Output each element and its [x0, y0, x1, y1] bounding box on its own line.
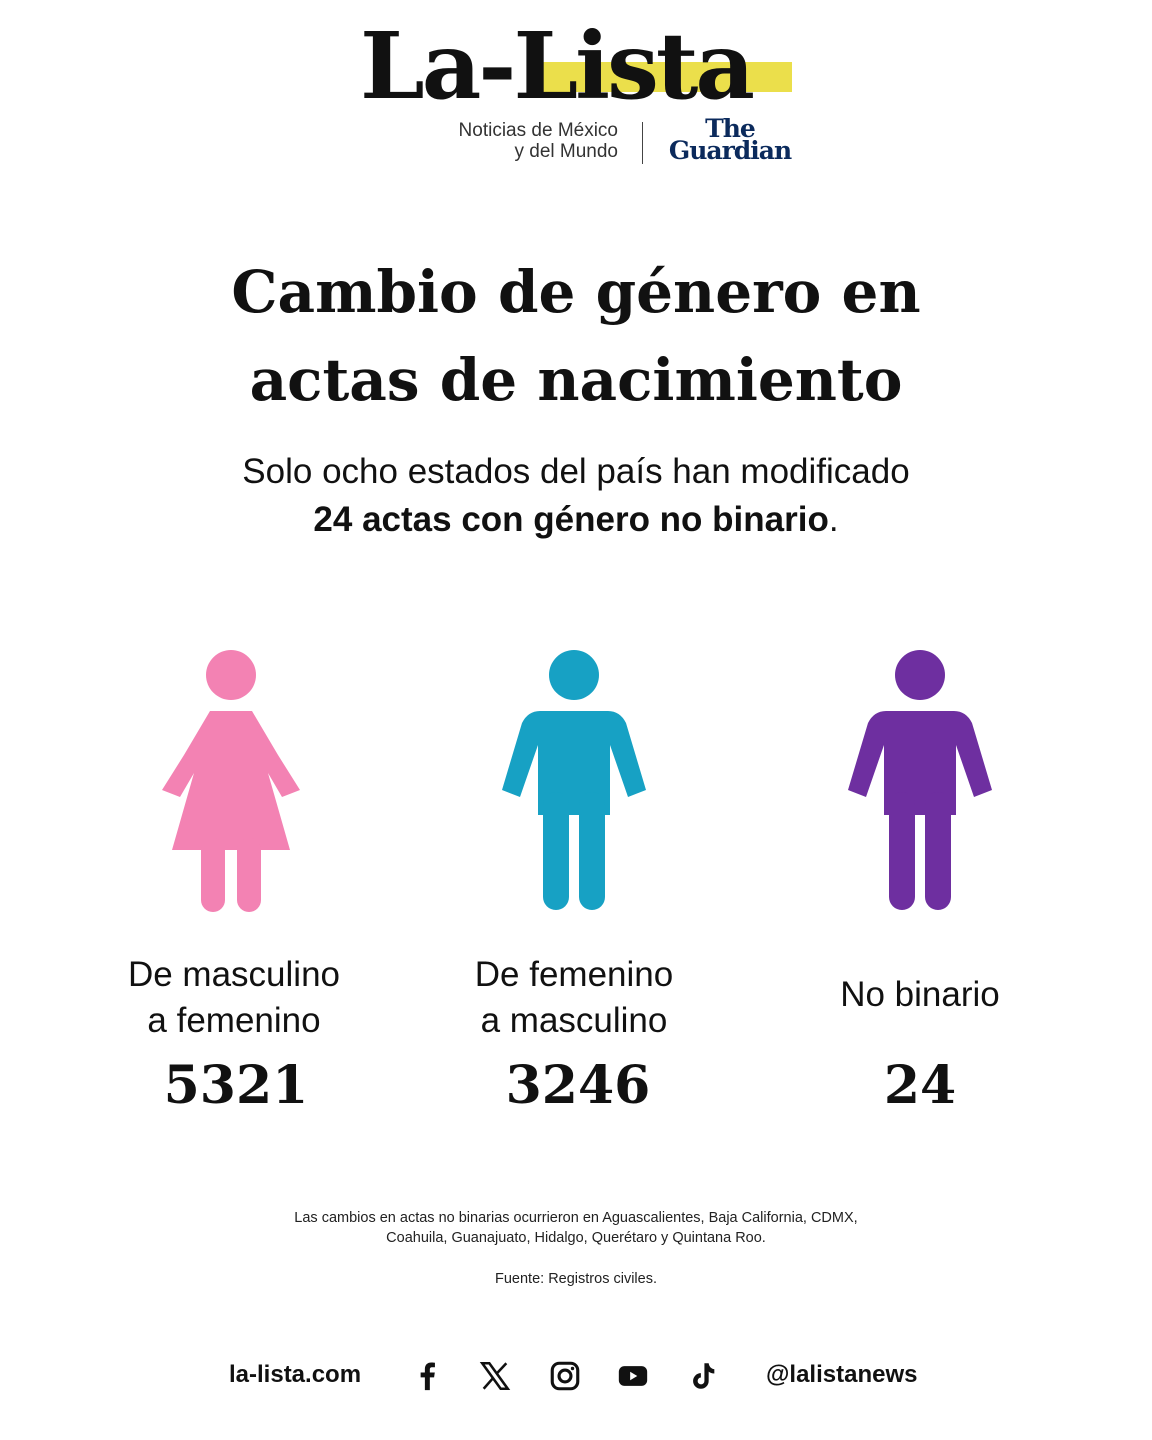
divider — [642, 122, 643, 164]
title-line2: actas de nacimiento — [249, 346, 903, 414]
subtitle-line2: 24 actas con género no binario. — [0, 496, 1152, 544]
title-line1: Cambio de género en — [231, 258, 921, 326]
instagram-icon[interactable] — [548, 1359, 582, 1393]
subtitle-bold: 24 actas con género no binario — [313, 500, 829, 539]
tiktok-icon[interactable] — [686, 1359, 720, 1393]
tagline: Noticias de México y del Mundo — [400, 120, 618, 162]
website-link[interactable]: la-lista.com — [229, 1361, 362, 1388]
label-female-to-male: De femenino a masculino — [404, 952, 744, 1044]
label-line1: De femenino — [474, 955, 674, 994]
source: Fuente: Registros civiles. — [495, 1271, 657, 1287]
value-female-to-male: 3246 — [505, 1055, 651, 1116]
tagline-line2: y del Mundo — [514, 141, 618, 162]
social-handle[interactable]: @lalistanews — [766, 1361, 918, 1388]
label-line1: No binario — [840, 975, 1000, 1014]
footer: la-lista.com @lalistanews — [0, 1355, 1152, 1395]
subtitle-end: . — [828, 500, 839, 539]
guardian-line1: The — [705, 114, 756, 143]
logo-text: La-Lista — [360, 12, 755, 120]
label-line2: a femenino — [147, 1001, 321, 1040]
subtitle-line1: Solo ocho estados del país han modificad… — [242, 452, 910, 491]
value-male-to-female: 5321 — [163, 1055, 309, 1116]
male-figure-icon — [502, 650, 646, 910]
guardian-logo: The Guardian — [665, 114, 795, 165]
person-figure-icon — [848, 650, 992, 910]
page-title: Cambio de género en actas de nacimiento — [0, 248, 1152, 424]
facebook-icon[interactable] — [410, 1359, 444, 1393]
label-non-binary: No binario — [750, 972, 1090, 1018]
female-figure-icon — [162, 650, 300, 912]
label-male-to-female: De masculino a femenino — [64, 952, 404, 1044]
logo-highlight — [540, 62, 792, 92]
label-line2: a masculino — [480, 1001, 668, 1040]
youtube-icon[interactable] — [616, 1359, 650, 1393]
guardian-line2: Guardian — [668, 136, 792, 165]
la-lista-logo: La-Lista — [360, 12, 800, 120]
footnote-line1: Las cambios en actas no binarias ocurrie… — [294, 1210, 858, 1226]
tagline-line1: Noticias de México — [458, 120, 618, 141]
subtitle: Solo ocho estados del país han modificad… — [0, 448, 1152, 544]
label-line1: De masculino — [127, 955, 341, 994]
x-icon[interactable] — [478, 1359, 512, 1393]
footnote: Las cambios en actas no binarias ocurrie… — [0, 1208, 1152, 1248]
value-non-binary: 24 — [883, 1055, 957, 1116]
footnote-line2: Coahuila, Guanajuato, Hidalgo, Querétaro… — [386, 1230, 766, 1246]
